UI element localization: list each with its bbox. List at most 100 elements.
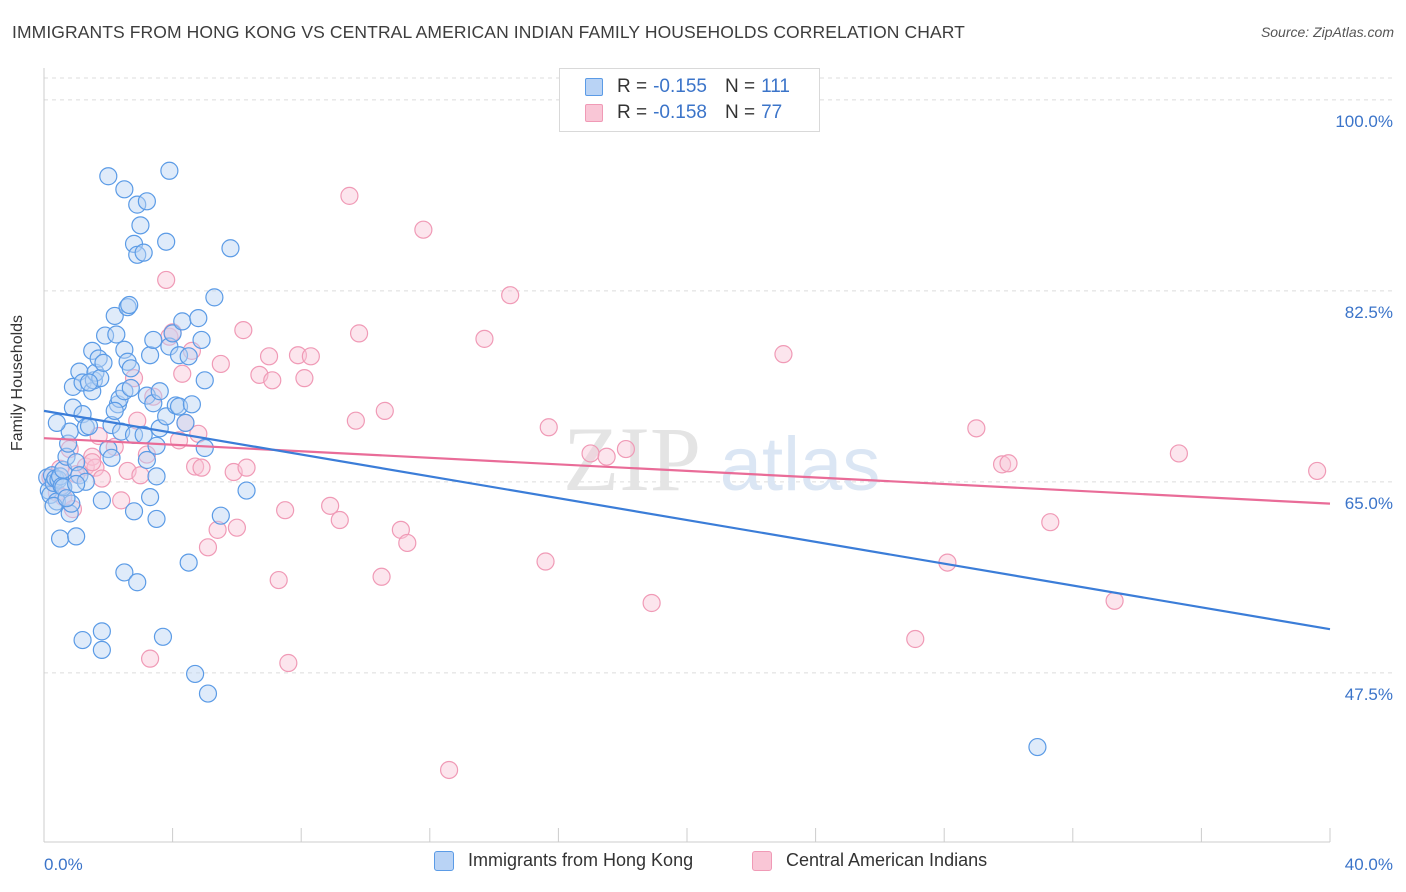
data-point-pink xyxy=(616,439,636,459)
data-point-blue xyxy=(83,341,102,360)
stats-legend-row-blue: R = -0.155 N = 111 xyxy=(585,74,790,100)
source-label: Source: ZipAtlas.com xyxy=(1260,24,1394,40)
r-label: R = xyxy=(617,102,648,123)
data-point-blue xyxy=(182,395,201,414)
data-point-pink xyxy=(124,369,144,388)
data-point-blue xyxy=(57,447,76,466)
data-point-blue xyxy=(92,640,111,660)
data-point-blue xyxy=(134,243,153,262)
chart-title: IMMIGRANTS FROM HONG KONG VS CENTRAL AME… xyxy=(12,22,965,42)
data-point-blue xyxy=(221,239,240,258)
data-point-blue xyxy=(237,481,256,500)
data-point-pink xyxy=(279,653,298,673)
data-point-blue xyxy=(198,684,218,703)
data-point-pink xyxy=(321,496,340,515)
data-point-pink xyxy=(186,457,205,476)
r-label: R = xyxy=(617,76,648,97)
data-point-blue xyxy=(163,324,182,343)
data-point-blue xyxy=(160,161,179,180)
data-point-blue xyxy=(115,563,134,582)
data-point-pink xyxy=(259,347,279,366)
data-point-pink xyxy=(208,520,227,539)
data-point-blue xyxy=(115,180,134,199)
data-point-pink xyxy=(140,649,160,668)
data-point-pink xyxy=(346,411,365,430)
data-point-pink xyxy=(536,552,555,571)
data-point-blue xyxy=(62,494,81,513)
x-tick-label-max: 40.0% xyxy=(1345,855,1393,874)
data-point-pink xyxy=(237,458,256,477)
data-point-pink xyxy=(475,329,494,348)
data-point-blue xyxy=(189,309,208,328)
trend-line-pink xyxy=(43,437,1331,505)
data-point-blue xyxy=(195,371,214,390)
data-point-pink xyxy=(906,629,925,649)
data-point-pink xyxy=(173,364,192,383)
series-immigrants-hong-kong xyxy=(38,161,1047,757)
data-point-blue xyxy=(169,346,189,365)
data-point-pink xyxy=(1041,513,1060,532)
data-point-blue xyxy=(179,553,198,572)
data-point-blue xyxy=(1028,737,1047,757)
data-point-blue xyxy=(92,491,111,510)
data-point-pink xyxy=(414,220,433,239)
y-tick-label: 100.0% xyxy=(1335,112,1393,131)
watermark: ZIP atlas xyxy=(563,408,880,510)
data-point-blue xyxy=(144,330,163,350)
data-point-blue xyxy=(192,330,211,350)
series-legend: Immigrants from Hong Kong Central Americ… xyxy=(0,850,1406,878)
data-point-blue xyxy=(186,664,205,684)
data-point-pink xyxy=(83,453,102,472)
data-point-pink xyxy=(372,567,391,586)
watermark-zip: ZIP xyxy=(563,408,701,510)
y-tick-label: 47.5% xyxy=(1345,685,1393,704)
data-point-pink xyxy=(349,324,369,343)
legend-swatch-pink xyxy=(752,850,772,871)
data-point-blue xyxy=(211,506,230,525)
data-point-pink xyxy=(198,538,218,557)
data-point-pink xyxy=(774,345,793,364)
data-point-blue xyxy=(173,312,192,331)
legend-label-hong-kong: Immigrants from Hong Kong xyxy=(468,850,694,870)
data-point-pink xyxy=(398,533,417,553)
data-point-pink xyxy=(211,354,230,374)
data-point-blue xyxy=(50,529,70,548)
data-point-blue xyxy=(102,448,121,467)
data-point-blue xyxy=(157,232,176,251)
data-point-blue xyxy=(94,353,113,372)
data-point-blue xyxy=(120,295,139,315)
watermark-atlas: atlas xyxy=(720,422,881,507)
data-point-pink xyxy=(301,347,320,366)
data-point-blue xyxy=(205,288,224,307)
data-point-blue xyxy=(99,167,118,186)
data-point-blue xyxy=(124,502,144,521)
data-point-pink xyxy=(227,518,246,537)
data-point-pink xyxy=(539,418,558,437)
data-point-pink xyxy=(269,570,288,590)
y-tick-label: 82.5% xyxy=(1345,303,1393,322)
data-point-blue xyxy=(92,622,111,641)
r-value: -0.158 xyxy=(653,102,707,123)
data-point-blue xyxy=(147,467,166,486)
data-point-pink xyxy=(581,444,600,463)
data-point-blue xyxy=(107,325,126,344)
data-point-pink xyxy=(439,760,459,780)
x-tick-label-min: 0.0% xyxy=(44,855,83,874)
data-point-pink xyxy=(131,466,150,485)
data-point-blue xyxy=(195,438,214,458)
data-point-blue xyxy=(137,192,156,211)
axes xyxy=(43,68,1331,843)
data-point-pink xyxy=(1308,461,1327,481)
stats-legend: R = -0.155 N = 111 R = -0.158 N = 77 xyxy=(559,68,820,132)
blue-swatch xyxy=(585,78,603,96)
data-point-blue xyxy=(140,488,160,507)
trend-line-blue xyxy=(43,409,1331,631)
data-point-blue xyxy=(57,489,76,508)
legend-item-hong-kong[interactable]: Immigrants from Hong Kong xyxy=(434,850,693,871)
legend-swatch-blue xyxy=(434,850,454,871)
legend-item-central-american-indians[interactable]: Central American Indians xyxy=(752,850,987,871)
r-value: -0.155 xyxy=(653,76,707,97)
y-axis-label: Family Households xyxy=(9,314,26,451)
data-point-blue xyxy=(115,340,134,359)
